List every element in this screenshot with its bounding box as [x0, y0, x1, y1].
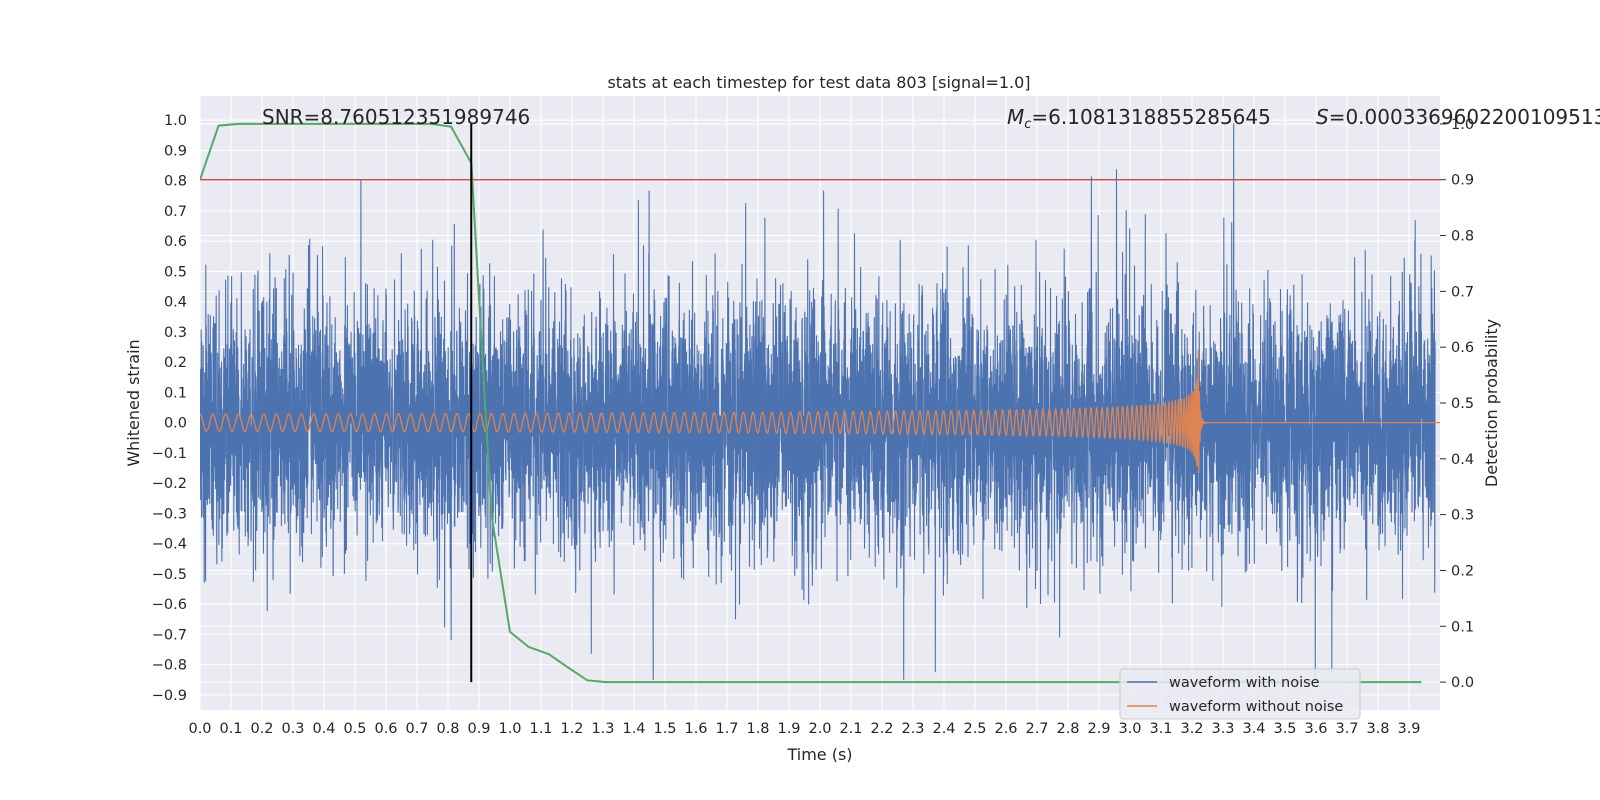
y-tick-label: −0.6	[152, 597, 187, 613]
x-tick-label: 2.6	[994, 721, 1017, 737]
x-tick-label: 0.2	[250, 721, 273, 737]
x-tick-label: 0.7	[405, 721, 428, 737]
y2-tick-label: 0.5	[1451, 396, 1474, 412]
mc-subscript: c	[1024, 117, 1031, 132]
y2-tick-label: 0.9	[1451, 173, 1474, 189]
x-tick-label: 0.5	[343, 721, 366, 737]
x-tick-label: 1.2	[560, 721, 583, 737]
x-tick-label: 0.9	[467, 721, 490, 737]
mc-value: =6.1081318855285645	[1031, 105, 1270, 129]
y-tick-label: −0.1	[152, 446, 187, 462]
snr-annotation: SNR=8.760512351989746	[262, 105, 530, 129]
s-symbol: S	[1316, 105, 1329, 129]
y-tick-label: −0.9	[152, 688, 187, 704]
y2-tick-labels: 1.0 0.9 0.8 0.7 0.6 0.5 0.4 0.3 0.2 0.1 0.0	[1440, 117, 1474, 691]
legend-label-noise: waveform with noise	[1169, 675, 1320, 691]
x-tick-label: 3.2	[1180, 721, 1203, 737]
chart-title: stats at each timestep for test data 803…	[607, 73, 1030, 92]
x-tick-label: 1.7	[715, 721, 738, 737]
x-tick-label: 2.8	[1056, 721, 1079, 737]
y-tick-label: −0.2	[152, 476, 187, 492]
x-tick-label: 0.8	[436, 721, 459, 737]
x-tick-label: 1.1	[529, 721, 552, 737]
y-tick-label: −0.7	[152, 627, 187, 643]
x-tick-label: 2.3	[901, 721, 924, 737]
legend: waveform with noise waveform without noi…	[1119, 668, 1361, 720]
y-tick-label: 0.6	[164, 234, 187, 250]
s-annotation: S=0.0003369602200109513	[1316, 105, 1600, 129]
y-tick-label: 0.4	[164, 295, 187, 311]
x-tick-label: 0.1	[219, 721, 242, 737]
y-tick-label: 0.0	[164, 416, 187, 432]
y2-tick-label: 1.0	[1451, 117, 1474, 133]
x-tick-label: 2.5	[963, 721, 986, 737]
y2-tick-label: 0.4	[1451, 452, 1474, 468]
x-tick-label: 0.4	[312, 721, 335, 737]
y2-tick-label: 0.1	[1451, 619, 1474, 635]
x-tick-label: 3.3	[1211, 721, 1234, 737]
mc-symbol: M	[1007, 105, 1024, 129]
x-tick-label: 1.0	[498, 721, 521, 737]
x-tick-label: 2.7	[1025, 721, 1048, 737]
y-tick-label: −0.8	[152, 658, 187, 674]
x-tick-label: 2.0	[808, 721, 831, 737]
x-tick-label: 3.5	[1273, 721, 1296, 737]
x-tick-label: 1.4	[622, 721, 645, 737]
y2-tick-label: 0.7	[1451, 284, 1474, 300]
y-tick-label: −0.3	[152, 506, 187, 522]
y-tick-label: −0.5	[152, 567, 187, 583]
x-axis-label: Time (s)	[786, 745, 852, 764]
y-tick-label: 0.5	[164, 264, 187, 280]
x-tick-label: 2.9	[1087, 721, 1110, 737]
x-tick-label: 3.9	[1397, 721, 1420, 737]
x-tick-label: 3.7	[1335, 721, 1358, 737]
x-tick-label: 1.3	[591, 721, 614, 737]
x-tick-label: 2.2	[870, 721, 893, 737]
y2-axis-label: Detection probability	[1482, 319, 1501, 487]
x-tick-label: 3.4	[1242, 721, 1265, 737]
y-tick-label: 0.2	[164, 355, 187, 371]
x-tick-label: 2.1	[839, 721, 862, 737]
y-tick-label: 0.8	[164, 174, 187, 190]
y-tick-label: 0.9	[164, 143, 187, 159]
legend-label-clean: waveform without noise	[1169, 699, 1343, 715]
y2-tick-label: 0.3	[1451, 508, 1474, 524]
y-tick-label: 0.1	[164, 385, 187, 401]
x-tick-label: 1.6	[684, 721, 707, 737]
x-tick-label: 1.5	[653, 721, 676, 737]
y-tick-label: 1.0	[164, 113, 187, 129]
x-tick-label: 1.8	[746, 721, 769, 737]
series-waveform-without-noise	[200, 349, 1440, 474]
chirp-mass-annotation: Mc=6.1081318855285645	[1007, 105, 1271, 132]
x-tick-label: 0.6	[374, 721, 397, 737]
y-tick-label: −0.4	[152, 537, 187, 553]
y-tick-label: 0.7	[164, 204, 187, 220]
x-tick-label: 0.3	[281, 721, 304, 737]
y2-tick-label: 0.2	[1451, 563, 1474, 579]
x-tick-label: 3.8	[1366, 721, 1389, 737]
x-tick-labels: 0.0 0.1 0.2 0.3 0.4 0.5 0.6 0.7 0.8 0.9 1.0 1.1 1.2 1…	[188, 721, 1420, 737]
y-axis-label: Whitened strain	[124, 339, 143, 466]
x-tick-label: 3.1	[1149, 721, 1172, 737]
legend-box	[1119, 668, 1361, 720]
x-tick-label: 2.4	[932, 721, 955, 737]
x-tick-label: 1.9	[777, 721, 800, 737]
y2-tick-label: 0.8	[1451, 229, 1474, 245]
y2-tick-label: 0.6	[1451, 340, 1474, 356]
s-value: =0.0003369602200109513	[1329, 105, 1600, 129]
x-tick-label: 3.0	[1118, 721, 1141, 737]
x-tick-label: 0.0	[188, 721, 211, 737]
x-tick-label: 3.6	[1304, 721, 1327, 737]
y-tick-label: 0.3	[164, 325, 187, 341]
y2-tick-label: 0.0	[1451, 675, 1474, 691]
y-tick-labels: 1.0 0.9 0.8 0.7 0.6 0.5 0.4 0.3 0.2 0.1 0.0 −0.1 −0.…	[152, 113, 187, 704]
